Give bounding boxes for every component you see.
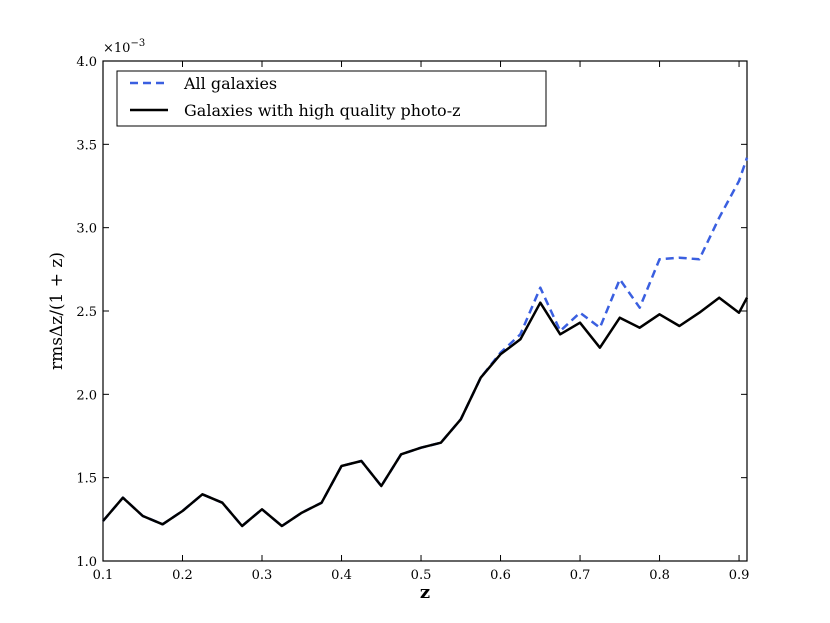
x-tick-label: 0.5 bbox=[411, 568, 432, 583]
y-tick-label: 1.5 bbox=[76, 472, 97, 487]
x-tick-label: 0.7 bbox=[570, 568, 591, 583]
x-tick-label: 0.2 bbox=[172, 568, 193, 583]
y-tick-label: 2.5 bbox=[76, 305, 97, 320]
y-tick-label: 4.0 bbox=[76, 55, 97, 70]
y-tick-label: 2.0 bbox=[76, 388, 97, 403]
y-axis-label: rmsΔz/(1 + z) bbox=[47, 252, 67, 370]
legend-label-all-galaxies: All galaxies bbox=[183, 74, 277, 93]
x-axis-label: z bbox=[420, 582, 430, 603]
ticks: 0.1 0.2 0.3 0.4 0.5 0.6 0.7 0.8 0.9 1.0 1.5 2.0 2.5 3… bbox=[76, 55, 749, 583]
x-tick-label: 0.3 bbox=[252, 568, 273, 583]
x-tick-label: 0.1 bbox=[93, 568, 114, 583]
y-multiplier-base: ×10 bbox=[103, 41, 130, 56]
legend-box bbox=[116, 70, 547, 127]
y-multiplier: ×10−3 bbox=[103, 38, 145, 56]
x-tick-label: 0.9 bbox=[729, 568, 750, 583]
series-layer bbox=[102, 157, 749, 528]
series-line-high-quality bbox=[102, 296, 749, 528]
y-multiplier-exp: −3 bbox=[130, 38, 145, 49]
legend-label-high-quality: Galaxies with high quality photo-z bbox=[184, 101, 461, 120]
legend: All galaxies Galaxies with high quality … bbox=[116, 70, 547, 127]
x-tick-label: 0.8 bbox=[649, 568, 670, 583]
plot-frame bbox=[102, 60, 748, 562]
y-tick-label: 1.0 bbox=[76, 555, 97, 570]
x-tick-label: 0.4 bbox=[331, 568, 352, 583]
y-tick-label: 3.5 bbox=[76, 138, 97, 153]
series-line-all-galaxies bbox=[102, 157, 749, 528]
y-tick-label: 3.0 bbox=[76, 222, 97, 237]
x-tick-label: 0.6 bbox=[490, 568, 511, 583]
